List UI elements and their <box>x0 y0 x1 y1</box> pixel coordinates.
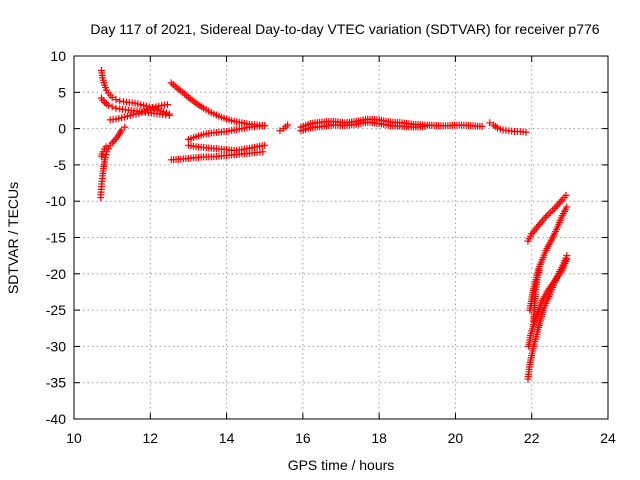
y-tick-labels: 10 5 0 -5 -10 -15 -20 -25 -30 -35 -40 <box>46 48 66 427</box>
data-point-marker <box>541 213 549 221</box>
data-point <box>116 97 124 105</box>
grid-lines <box>74 56 608 419</box>
data-point <box>486 119 494 127</box>
data-point <box>102 143 110 151</box>
data-point <box>563 255 571 263</box>
data-point-marker <box>110 137 118 145</box>
data-point <box>121 123 129 131</box>
y-tick-label: -40 <box>46 411 66 427</box>
data-point-marker <box>537 219 545 227</box>
y-axis-label: SDTVAR / TECUs <box>5 182 21 294</box>
data-series <box>276 121 292 135</box>
data-point <box>163 101 171 109</box>
data-point <box>112 104 120 112</box>
data-point <box>535 266 543 274</box>
data-point <box>261 141 269 149</box>
data-points <box>97 67 571 383</box>
data-point <box>478 122 486 130</box>
data-point <box>261 122 269 130</box>
data-point-marker <box>554 201 562 209</box>
y-tick-label: -15 <box>46 230 66 246</box>
data-point <box>421 122 429 130</box>
data-point-marker <box>538 217 546 225</box>
y-tick-label: -10 <box>46 193 66 209</box>
x-tick-label: 12 <box>142 430 158 446</box>
data-series <box>524 191 570 245</box>
y-tick-label: -20 <box>46 266 66 282</box>
y-tick-label: -35 <box>46 375 66 391</box>
data-point <box>522 128 530 136</box>
data-series <box>97 143 110 160</box>
data-series <box>297 118 429 135</box>
data-series <box>97 67 173 118</box>
y-tick-label: 0 <box>58 121 66 137</box>
data-point <box>276 127 284 135</box>
axis-ticks <box>73 55 609 420</box>
y-tick-label: -5 <box>54 157 67 173</box>
data-point <box>111 135 119 143</box>
x-tick-label: 14 <box>219 430 235 446</box>
x-tick-label: 20 <box>448 430 464 446</box>
data-point <box>165 112 173 120</box>
data-series <box>297 115 486 131</box>
data-point-marker <box>540 215 548 223</box>
x-tick-label: 16 <box>295 430 311 446</box>
data-point <box>108 93 116 101</box>
data-series <box>167 79 269 130</box>
x-tick-label: 18 <box>371 430 387 446</box>
data-series <box>530 266 543 325</box>
data-series <box>167 148 267 164</box>
y-tick-label: -30 <box>46 338 66 354</box>
x-tick-labels: 10 12 14 16 18 20 22 24 <box>66 430 616 446</box>
data-point-marker <box>557 197 565 205</box>
x-tick-label: 24 <box>600 430 616 446</box>
data-point <box>112 96 120 104</box>
data-series <box>97 123 129 202</box>
data-point-marker <box>552 203 560 211</box>
data-point <box>104 101 112 109</box>
x-tick-label: 10 <box>66 430 82 446</box>
data-point <box>284 121 292 129</box>
y-tick-label: 10 <box>50 48 66 64</box>
data-point <box>259 148 267 156</box>
data-point <box>563 203 571 211</box>
x-axis-label: GPS time / hours <box>288 457 395 473</box>
y-tick-label: 5 <box>58 84 66 100</box>
chart-title: Day 117 of 2021, Sidereal Day-to-day VTE… <box>90 21 599 37</box>
data-series <box>486 119 530 136</box>
data-point <box>562 191 570 199</box>
y-tick-label: -25 <box>46 302 66 318</box>
data-series <box>184 122 269 143</box>
data-point <box>162 111 170 119</box>
data-point <box>108 103 116 111</box>
data-series <box>106 101 171 124</box>
x-tick-label: 22 <box>524 430 540 446</box>
